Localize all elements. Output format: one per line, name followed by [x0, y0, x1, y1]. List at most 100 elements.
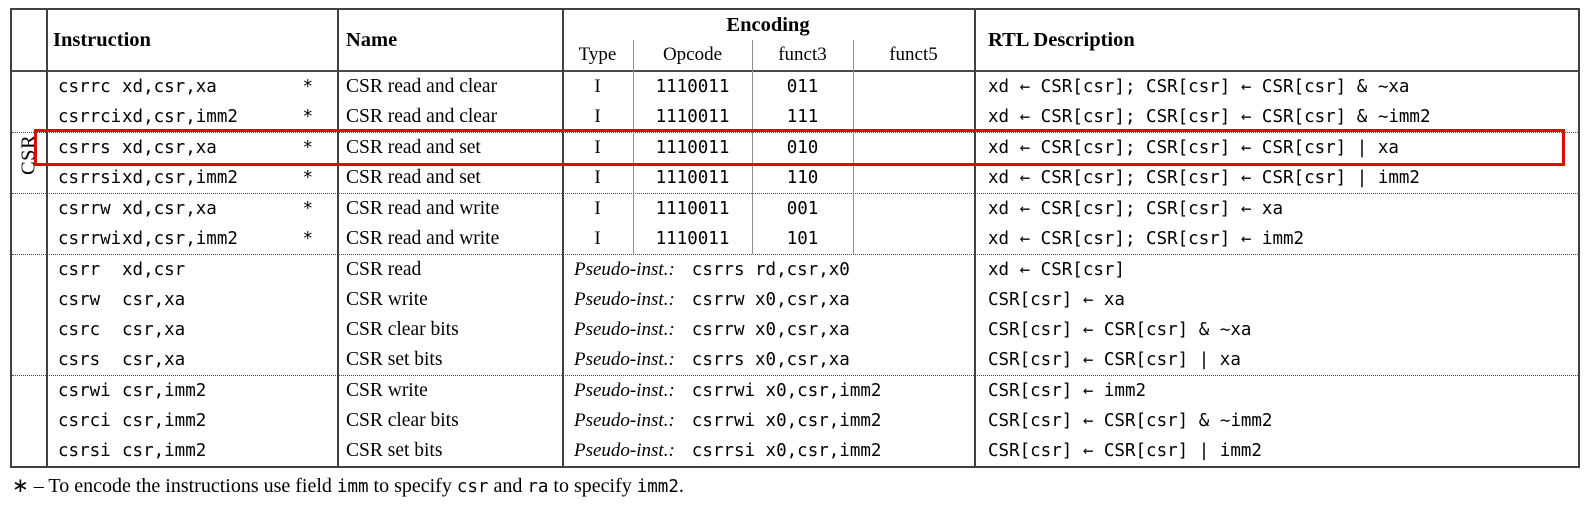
type-cell: I [594, 167, 601, 189]
instruction-operands: csr,xa [122, 350, 186, 371]
footnote-part: . [678, 475, 684, 497]
pseudo-instruction-cell: Pseudo-inst.: csrrsi x0,csr,imm2 [562, 436, 974, 466]
opcode-cell: 1110011 [655, 138, 730, 159]
footnote-part: imm2 [636, 477, 679, 497]
footnote-part: csr [456, 477, 489, 497]
footnote-part: and [488, 475, 528, 497]
pseudo-inst-code: csrrsi x0,csr,imm2 [691, 441, 882, 462]
asterisk-marker: * [302, 77, 313, 98]
instruction-operands: xd,csr,xa [122, 77, 217, 98]
instruction-cell: csrc csr,xa [46, 315, 337, 345]
pseudo-instruction-cell: Pseudo-inst.: csrrwi x0,csr,imm2 [562, 376, 974, 406]
pseudo-inst-label: Pseudo-inst.: [574, 289, 675, 311]
opcode-cell: 1110011 [655, 77, 730, 98]
asterisk-marker: * [302, 107, 313, 128]
rtl-cell: CSR[csr] ← CSR[csr] & ∼xa [988, 320, 1252, 341]
column-divider [46, 10, 48, 466]
encoding-column-divider [853, 40, 854, 254]
pseudo-inst-label: Pseudo-inst.: [574, 259, 675, 281]
asterisk-marker: * [302, 229, 313, 250]
footnote-part: to specify [368, 475, 457, 497]
rtl-cell: CSR[csr] ← imm2 [988, 381, 1147, 402]
header-group-cell [12, 10, 46, 70]
rtl-cell: xd ← CSR[csr]; CSR[csr] ← CSR[csr] | imm… [988, 168, 1420, 189]
table-row: csrw csr,xa CSR write Pseudo-inst.: csrrw… [12, 285, 1578, 315]
funct5-cell [853, 194, 974, 224]
pseudo-inst-code: csrrw x0,csr,xa [691, 320, 850, 341]
pseudo-inst-code: csrrw x0,csr,xa [691, 290, 850, 311]
instruction-mnemonic: csrrw [58, 199, 111, 220]
funct3-cell: 101 [786, 229, 819, 250]
instruction-mnemonic: csrr [58, 260, 101, 281]
instruction-operands: xd,csr,imm2 [122, 107, 238, 128]
type-cell: I [594, 76, 601, 98]
header-name: Name [346, 28, 398, 51]
name-cell: CSR clear bits [346, 410, 459, 432]
rtl-cell: xd ← CSR[csr]; CSR[csr] ← imm2 [988, 229, 1305, 250]
footnote: ∗ – To encode the instructions use field… [12, 473, 684, 498]
funct3-cell: 001 [786, 199, 819, 220]
opcode-cell: 1110011 [655, 229, 730, 250]
group-cell [12, 345, 46, 375]
instruction-mnemonic: csrwi [58, 381, 111, 402]
encoding-column-divider [633, 40, 634, 254]
name-cell: CSR set bits [346, 440, 443, 462]
funct5-cell [853, 73, 974, 103]
header-funct5: funct5 [889, 44, 938, 65]
pseudo-inst-code: csrrs rd,csr,x0 [691, 260, 850, 281]
instruction-cell: csrwi csr,imm2 [46, 376, 337, 406]
pseudo-instruction-cell: Pseudo-inst.: csrrw x0,csr,xa [562, 315, 974, 345]
group-cell [12, 376, 46, 406]
instruction-operands: csr,xa [122, 320, 186, 341]
opcode-cell: 1110011 [655, 168, 730, 189]
name-cell: CSR clear bits [346, 319, 459, 341]
name-cell: CSR read and write [346, 198, 500, 220]
instruction-cell: csrrc xd,csr,xa * [46, 73, 337, 103]
asterisk-marker: * [302, 168, 313, 189]
instruction-cell: csrrci xd,csr,imm2 * [46, 102, 337, 132]
pseudo-inst-code: csrrs x0,csr,xa [691, 350, 850, 371]
table-row: csrrci xd,csr,imm2 * CSR read and clear I… [12, 102, 1578, 132]
table-body: csrrc xd,csr,xa * CSR read and clear I 11… [12, 73, 1578, 467]
instruction-operands: csr,xa [122, 290, 186, 311]
table-row: csrwi csr,imm2 CSR write Pseudo-inst.: cs… [12, 375, 1578, 406]
header-encoding-group: Encoding Type Opcode funct3 funct5 [562, 10, 974, 70]
pseudo-inst-label: Pseudo-inst.: [574, 319, 675, 341]
table-header: Instruction Name Encoding Type Opcode fu… [12, 10, 1578, 72]
group-cell [12, 255, 46, 285]
instruction-operands: csr,imm2 [122, 381, 207, 402]
column-divider [562, 10, 564, 466]
pseudo-inst-label: Pseudo-inst.: [574, 349, 675, 371]
csr-instruction-table: Instruction Name Encoding Type Opcode fu… [10, 8, 1580, 468]
header-funct3: funct3 [778, 44, 827, 65]
table-row: csrr xd,csr CSR read Pseudo-inst.: csrrs … [12, 254, 1578, 285]
table-row: csrsi csr,imm2 CSR set bits Pseudo-inst.:… [12, 436, 1578, 466]
instruction-mnemonic: csrci [58, 411, 111, 432]
header-type: Type [578, 44, 617, 65]
instruction-operands: csr,imm2 [122, 411, 207, 432]
instruction-mnemonic: csrc [58, 320, 101, 341]
asterisk-marker: * [302, 138, 313, 159]
table-row: csrrc xd,csr,xa * CSR read and clear I 11… [12, 73, 1578, 103]
instruction-cell: csrsi csr,imm2 [46, 436, 337, 466]
rtl-cell: xd ← CSR[csr]; CSR[csr] ← CSR[csr] & ∼xa [988, 77, 1410, 98]
name-cell: CSR set bits [346, 349, 443, 371]
instruction-operands: xd,csr,imm2 [122, 229, 238, 250]
opcode-cell: 1110011 [655, 199, 730, 220]
rtl-cell: xd ← CSR[csr]; CSR[csr] ← CSR[csr] | xa [988, 138, 1399, 159]
instruction-mnemonic: csrrc [58, 77, 111, 98]
instruction-operands: xd,csr,xa [122, 199, 217, 220]
table-row: csrrwi xd,csr,imm2 * CSR read and write I… [12, 224, 1578, 254]
rtl-cell: CSR[csr] ← xa [988, 290, 1125, 311]
instruction-cell: csrr xd,csr [46, 255, 337, 285]
type-cell: I [594, 137, 601, 159]
instruction-mnemonic: csrrwi [58, 229, 122, 250]
footnote-part: ra [527, 477, 549, 497]
funct3-cell: 111 [786, 107, 819, 128]
instruction-operands: xd,csr,xa [122, 138, 217, 159]
instruction-cell: csrs csr,xa [46, 345, 337, 375]
table-row: csrrs xd,csr,xa * CSR read and set I 1110… [12, 129, 1578, 167]
funct5-cell [853, 224, 974, 254]
footnote-part: ∗ – To encode the instructions use field [12, 475, 337, 497]
pseudo-inst-label: Pseudo-inst.: [574, 410, 675, 432]
